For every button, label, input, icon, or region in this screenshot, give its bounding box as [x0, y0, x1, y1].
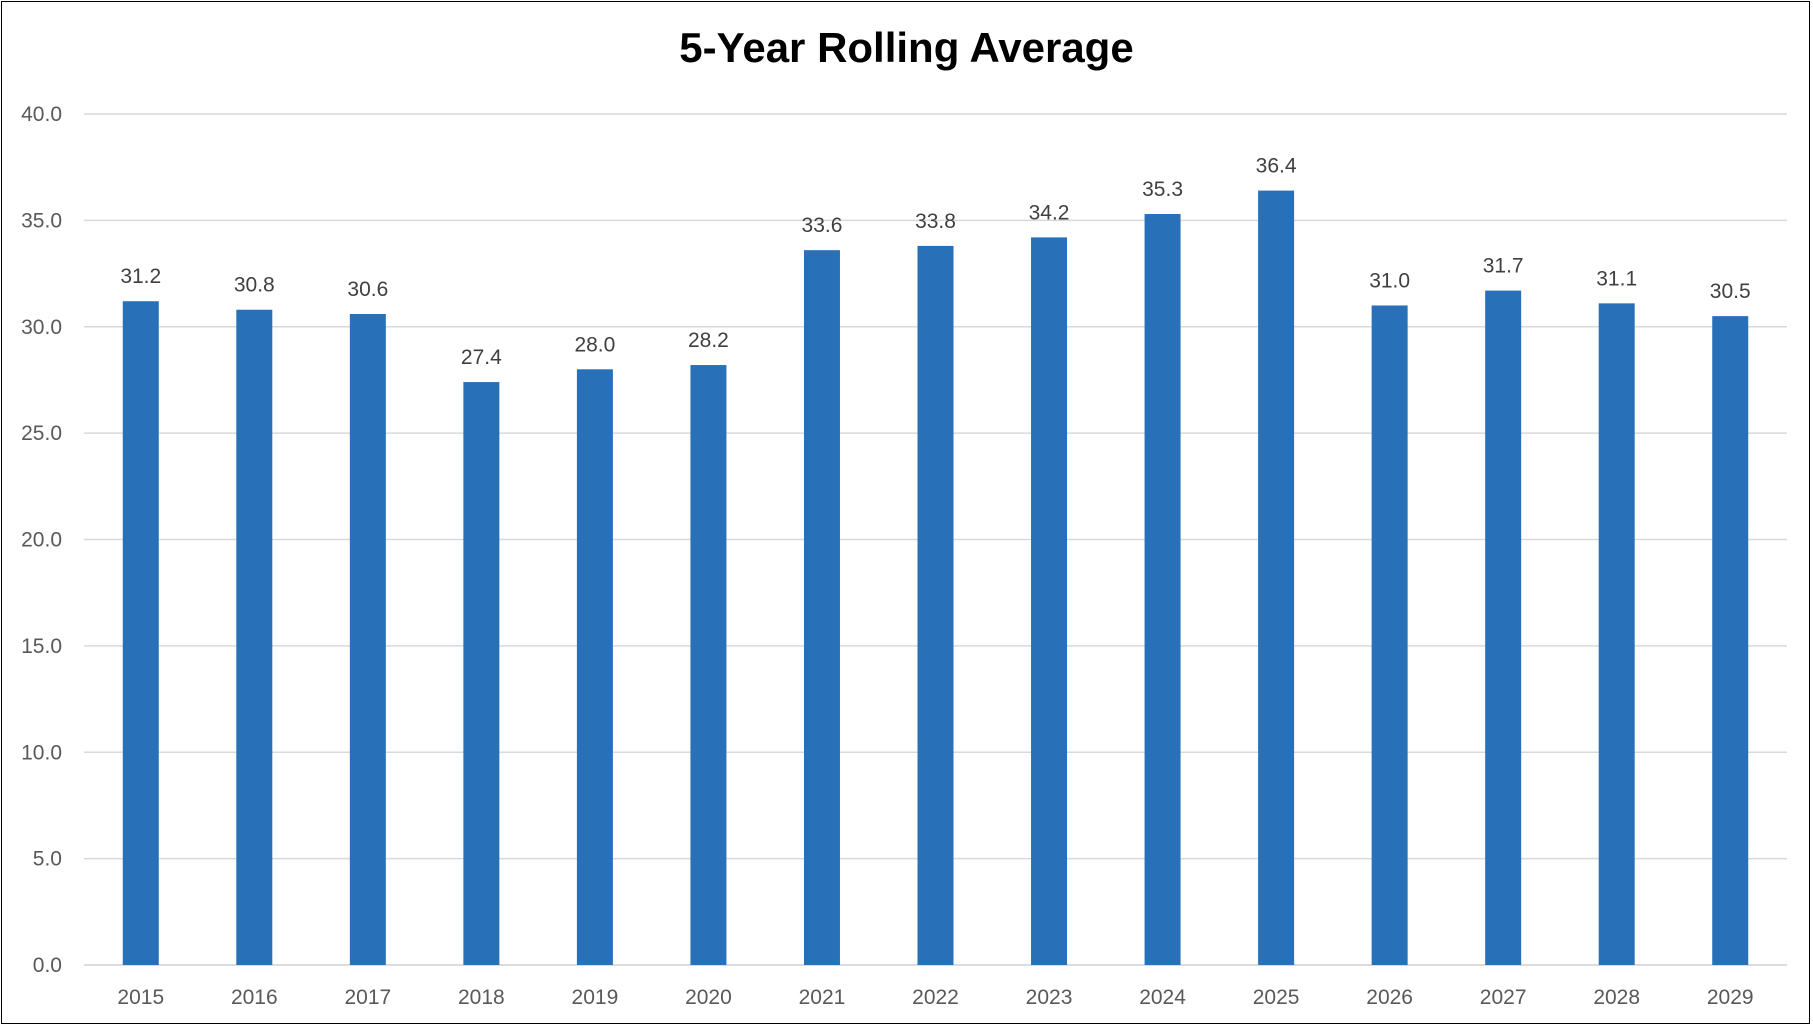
bar [349, 313, 386, 965]
x-tick-label: 2029 [1707, 986, 1754, 1009]
x-tick-label: 2018 [458, 986, 505, 1009]
data-label: 28.2 [688, 329, 729, 352]
y-tick-label: 0.0 [33, 954, 62, 977]
x-tick-label: 2019 [572, 986, 619, 1009]
y-tick-label: 30.0 [21, 316, 62, 339]
bar [1485, 290, 1522, 965]
y-axis-tick-labels: 0.0 5.0 10.0 15.0 20.0 25.0 30.0 35.0 40.0 [21, 103, 62, 977]
x-tick-label: 2020 [685, 986, 732, 1009]
data-label: 35.3 [1142, 178, 1183, 201]
x-tick-label: 2027 [1480, 986, 1527, 1009]
data-label: 36.4 [1256, 155, 1297, 178]
y-tick-label: 25.0 [21, 422, 62, 445]
y-tick-label: 40.0 [21, 103, 62, 126]
bar [122, 301, 159, 966]
data-label: 31.1 [1596, 267, 1637, 290]
x-tick-label: 2026 [1366, 986, 1413, 1009]
y-tick-label: 20.0 [21, 529, 62, 552]
data-labels: 31.2 30.8 30.6 27.4 28.0 28.2 33.6 33.8 34.2 35.3… [120, 155, 1750, 369]
bar [236, 309, 273, 966]
chart-title: 5-Year Rolling Average [679, 24, 1134, 71]
x-tick-label: 2017 [344, 986, 391, 1009]
bars [122, 190, 1749, 966]
bar [803, 250, 840, 965]
data-label: 33.6 [802, 214, 843, 237]
bar [1031, 237, 1068, 965]
bar [463, 382, 500, 965]
bar [1598, 303, 1635, 965]
bar [690, 365, 727, 965]
data-label: 31.7 [1483, 255, 1524, 278]
bar [1258, 190, 1295, 966]
data-label: 31.2 [120, 265, 161, 288]
x-tick-label: 2023 [1026, 986, 1073, 1009]
x-tick-label: 2024 [1139, 986, 1186, 1009]
data-label: 30.8 [234, 274, 275, 297]
x-tick-label: 2015 [117, 986, 164, 1009]
y-tick-label: 5.0 [33, 848, 62, 871]
data-label: 31.0 [1369, 269, 1410, 292]
y-tick-label: 10.0 [21, 741, 62, 764]
y-tick-label: 15.0 [21, 635, 62, 658]
data-label: 33.8 [915, 210, 956, 233]
bar [1144, 213, 1181, 965]
bar [1712, 316, 1749, 965]
x-tick-label: 2022 [912, 986, 959, 1009]
bar [917, 245, 954, 965]
bar [576, 369, 613, 965]
data-label: 28.0 [574, 333, 615, 356]
x-axis-tick-labels: 2015 2016 2017 2018 2019 2020 2021 2022 2023 2024… [117, 986, 1753, 1009]
data-label: 34.2 [1029, 201, 1070, 224]
x-tick-label: 2028 [1593, 986, 1640, 1009]
bar [1371, 305, 1408, 966]
x-tick-label: 2025 [1253, 986, 1300, 1009]
data-label: 27.4 [461, 346, 502, 369]
y-tick-label: 35.0 [21, 209, 62, 232]
data-label: 30.6 [347, 278, 388, 301]
x-tick-label: 2016 [231, 986, 278, 1009]
data-label: 30.5 [1710, 280, 1751, 303]
x-tick-label: 2021 [799, 986, 846, 1009]
